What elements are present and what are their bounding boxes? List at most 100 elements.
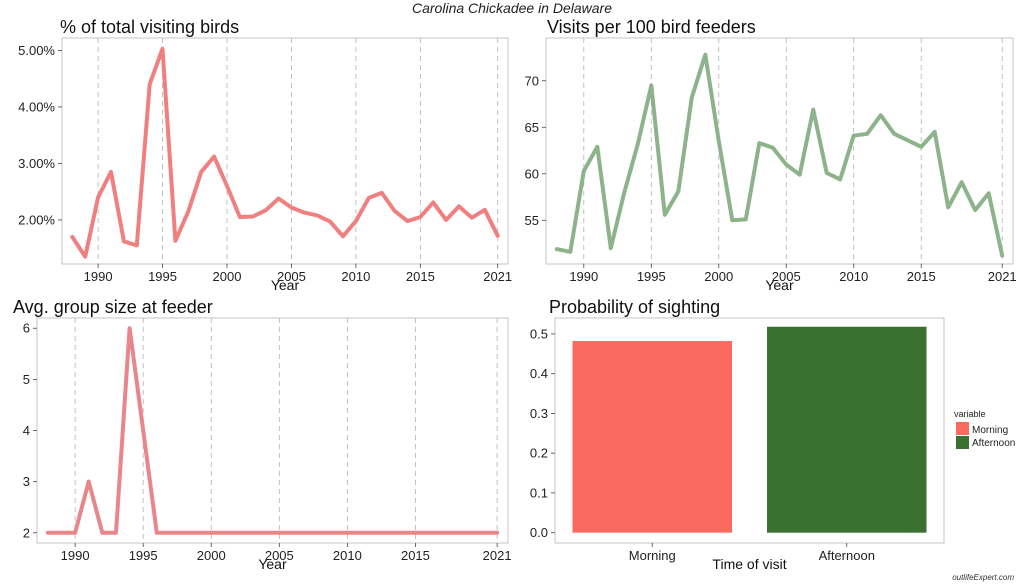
data-point bbox=[441, 531, 445, 535]
data-point bbox=[359, 531, 363, 535]
data-point bbox=[212, 155, 216, 159]
data-point bbox=[933, 130, 937, 134]
data-point bbox=[109, 170, 113, 174]
x-tick-label: 1995 bbox=[637, 269, 666, 284]
x-tick-label: 2021 bbox=[483, 548, 512, 563]
data-point bbox=[405, 219, 410, 223]
data-point bbox=[582, 169, 586, 173]
data-point bbox=[291, 531, 295, 535]
series-line bbox=[70, 46, 500, 259]
x-tick-label: 1995 bbox=[148, 269, 177, 284]
data-point bbox=[865, 132, 869, 136]
data-point bbox=[155, 531, 159, 535]
y-tick-label: 3 bbox=[23, 474, 30, 489]
x-tick-label: 1990 bbox=[84, 269, 113, 284]
data-point bbox=[555, 247, 559, 251]
data-point bbox=[649, 83, 653, 88]
data-point bbox=[276, 196, 281, 201]
x-tick-label: 1995 bbox=[129, 548, 158, 563]
data-point bbox=[838, 177, 842, 181]
data-point bbox=[264, 531, 268, 535]
data-point bbox=[568, 250, 572, 254]
data-point bbox=[825, 171, 829, 175]
data-point bbox=[703, 53, 707, 57]
y-tick-label: 0.4 bbox=[530, 366, 548, 381]
figure-title: Carolina Chickadee in Delaware bbox=[412, 0, 612, 16]
x-tick-label: 2015 bbox=[406, 269, 435, 284]
data-point bbox=[690, 95, 694, 100]
data-point bbox=[468, 531, 472, 535]
data-point bbox=[372, 531, 377, 535]
data-point bbox=[852, 134, 856, 138]
data-point bbox=[906, 138, 910, 142]
y-tick-label: 4 bbox=[23, 423, 30, 438]
data-point bbox=[987, 191, 991, 195]
data-point bbox=[496, 234, 500, 238]
data-point bbox=[663, 213, 667, 217]
x-tick-label: Afternoon bbox=[819, 548, 875, 563]
data-point bbox=[609, 246, 613, 250]
data-point bbox=[879, 113, 883, 117]
bar-afternoon bbox=[767, 326, 927, 533]
data-point bbox=[386, 531, 390, 535]
data-point bbox=[332, 531, 336, 535]
data-point bbox=[892, 132, 896, 136]
panel-title: % of total visiting birds bbox=[60, 17, 239, 37]
series-line bbox=[554, 52, 1005, 258]
data-point bbox=[392, 209, 397, 213]
y-tick-label: 0.3 bbox=[530, 406, 548, 421]
data-point bbox=[238, 215, 242, 219]
x-tick-label: 2005 bbox=[277, 269, 306, 284]
x-tick-label: 2010 bbox=[341, 269, 370, 284]
data-point bbox=[960, 180, 964, 184]
data-point bbox=[771, 146, 775, 150]
y-tick-label: 0.1 bbox=[530, 485, 548, 500]
data-point bbox=[141, 428, 145, 433]
data-point bbox=[73, 531, 77, 535]
data-point bbox=[250, 531, 254, 535]
x-tick-label: 2005 bbox=[772, 269, 801, 284]
data-point bbox=[148, 82, 152, 86]
data-point bbox=[413, 531, 418, 535]
data-point bbox=[354, 219, 358, 223]
y-tick-label: 3.00% bbox=[18, 156, 55, 171]
y-tick-label: 0.5 bbox=[530, 326, 548, 341]
x-tick-label: 2021 bbox=[988, 269, 1017, 284]
data-point bbox=[122, 239, 126, 243]
bar-morning bbox=[572, 341, 732, 533]
panel-title: Visits per 100 bird feeders bbox=[547, 17, 756, 37]
y-tick-label: 2 bbox=[23, 525, 30, 540]
legend-label-morning: Morning bbox=[972, 425, 1008, 436]
data-point bbox=[277, 531, 281, 535]
data-point bbox=[470, 216, 474, 220]
x-tick-label: 2005 bbox=[265, 548, 294, 563]
data-point bbox=[1000, 254, 1004, 258]
y-tick-label: 60 bbox=[525, 166, 539, 181]
y-tick-label: 65 bbox=[525, 120, 539, 135]
data-point bbox=[209, 531, 213, 535]
x-tick-label: 2015 bbox=[401, 548, 430, 563]
x-tick-label: 2000 bbox=[197, 548, 226, 563]
data-point bbox=[100, 531, 104, 535]
y-tick-label: 5 bbox=[23, 372, 30, 387]
y-tick-label: 4.00% bbox=[18, 99, 55, 114]
x-tick-label: 2010 bbox=[333, 548, 362, 563]
data-point bbox=[400, 531, 404, 535]
data-point bbox=[595, 145, 599, 149]
data-point bbox=[114, 531, 118, 535]
data-point bbox=[173, 239, 178, 243]
data-point bbox=[427, 531, 431, 535]
data-point bbox=[676, 189, 680, 194]
panel-probability: Probability of sighting 0.0 0.1 0.2 0.3 0.4 0… bbox=[530, 297, 1015, 572]
x-tick-label: 1990 bbox=[61, 548, 90, 563]
plot-frame bbox=[554, 317, 945, 544]
data-point bbox=[46, 531, 50, 535]
data-point bbox=[481, 531, 486, 535]
data-point bbox=[96, 195, 100, 199]
data-point bbox=[784, 162, 788, 167]
data-point bbox=[70, 235, 74, 239]
data-point bbox=[454, 531, 458, 535]
plot-frame bbox=[545, 37, 1014, 265]
plot-frame bbox=[36, 317, 509, 544]
